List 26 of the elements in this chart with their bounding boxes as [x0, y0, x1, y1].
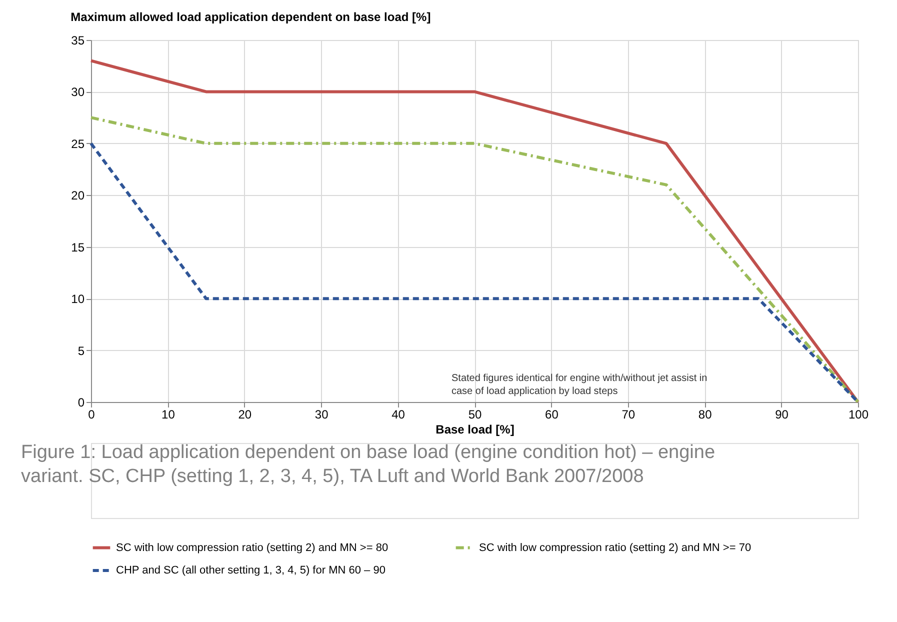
y-tick-label: 25 [71, 136, 85, 151]
caption: Figure 1: Load application dependent on base load (engine condition hot) – engine variant. SC, CHP (setting 1, 2, 3, 4, 5), TA Luft and World Bank 2007/2008 [21, 442, 716, 487]
y-tick-label: 15 [71, 240, 85, 254]
x-tick-label: 30 [314, 408, 329, 422]
x-tick-label: 10 [162, 408, 176, 422]
y-tick-label: 5 [78, 344, 85, 358]
y-tick-label: 30 [71, 85, 85, 100]
legend-label: CHP and SC (all other setting 1, 3, 4, 5) for MN 60 – 90 [116, 564, 386, 576]
y-tick-label: 0 [78, 396, 85, 410]
x-tick-label: 60 [545, 408, 559, 422]
x-tick-label: 20 [238, 408, 252, 422]
y-tick-label: 20 [71, 188, 85, 203]
chart-title: Maximum allowed load application dependent on base load [%] [70, 10, 431, 24]
x-tick-label: 80 [698, 408, 712, 422]
x-tick-label: 100 [848, 408, 869, 422]
x-tick-label: 40 [392, 408, 406, 422]
x-tick-label: 0 [88, 408, 96, 422]
y-tick-label: 35 [71, 34, 85, 48]
x-tick-label: 70 [622, 408, 636, 422]
x-tick-label: 50 [468, 408, 482, 422]
annotation: Stated figures identical for engine with/without jet assist in case of load application by load steps [451, 373, 708, 398]
x-axis-title: Base load [%] [436, 422, 514, 436]
legend-label: SC with low compression ratio (setting 2) and MN >= 70 [479, 542, 752, 554]
y-tick-label: 10 [71, 292, 85, 306]
legend-label: SC with low compression ratio (setting 2) and MN >= 80 [116, 542, 388, 554]
x-tick-label: 90 [775, 408, 789, 422]
